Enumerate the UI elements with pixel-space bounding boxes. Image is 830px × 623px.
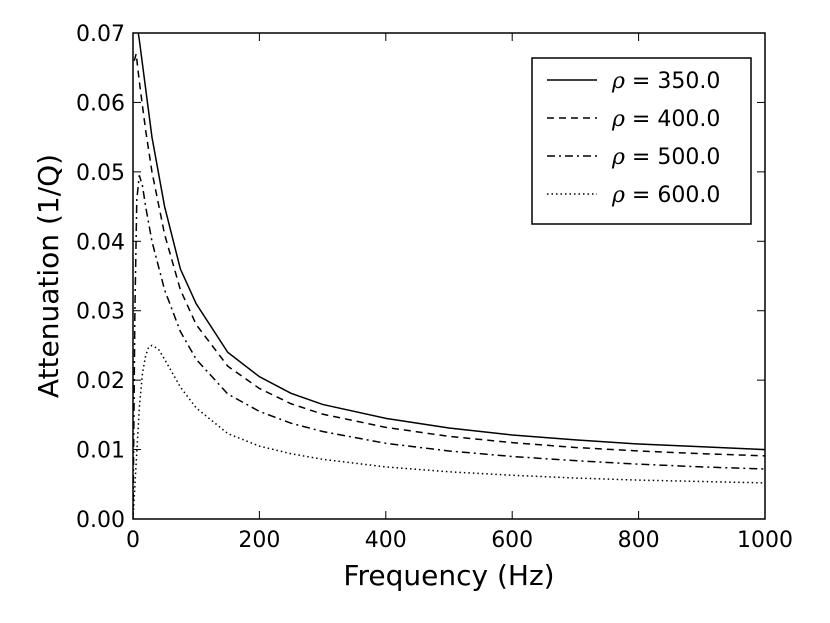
legend-label-1: ρ = 400.0: [611, 107, 720, 132]
legend-value-3: 600.0: [657, 183, 720, 208]
legend-eq-0: =: [625, 69, 657, 94]
legend-label-2: ρ = 500.0: [611, 145, 720, 170]
x-tick-label-0: 0: [126, 528, 140, 553]
legend-eq-3: =: [625, 183, 657, 208]
y-axis-label: Attenuation (1/Q): [32, 154, 65, 398]
legend-frame: [531, 57, 752, 225]
y-tick-label-6: 0.06: [76, 91, 125, 116]
x-tick-label-2: 400: [365, 528, 407, 553]
y-tick-label-3: 0.03: [76, 300, 125, 325]
legend-label-3: ρ = 600.0: [611, 183, 720, 208]
series-layer: [133, 33, 765, 519]
legend-eq-1: =: [625, 107, 657, 132]
x-tick-label-3: 600: [491, 528, 533, 553]
legend-rho-2: ρ: [611, 145, 625, 170]
series-line-0: [137, 33, 765, 451]
legend-rho-1: ρ: [611, 107, 625, 132]
y-tick-label-2: 0.02: [76, 369, 125, 394]
x-tick-label-1: 200: [238, 528, 280, 553]
series-line-1: [133, 53, 765, 457]
legend-eq-2: =: [625, 145, 657, 170]
plot-frame: [132, 32, 766, 520]
y-tick-label-7: 0.07: [76, 22, 125, 47]
legend-rho-3: ρ: [611, 183, 625, 208]
y-tick-label-5: 0.05: [76, 161, 125, 186]
x-tick-label-5: 1000: [737, 528, 793, 553]
ticks-layer: 0 200 400 600 800 1000 0.00 0.01 0.02 0.03 0.04 0.0…: [76, 22, 793, 553]
legend-rho-0: ρ: [611, 69, 625, 94]
series-line-3: [133, 344, 765, 519]
y-tick-label-1: 0.01: [76, 439, 125, 464]
y-tick-label-0: 0.00: [76, 508, 125, 533]
legend: ρ = 350.0ρ = 400.0ρ = 500.0ρ = 600.0: [531, 57, 752, 225]
y-tick-label-4: 0.04: [76, 230, 125, 255]
legend-value-0: 350.0: [657, 69, 720, 94]
x-axis-label: Frequency (Hz): [343, 559, 554, 592]
x-tick-label-4: 800: [618, 528, 660, 553]
series-line-2: [133, 175, 765, 519]
legend-label-0: ρ = 350.0: [611, 69, 720, 94]
legend-value-2: 500.0: [657, 145, 720, 170]
legend-value-1: 400.0: [657, 107, 720, 132]
